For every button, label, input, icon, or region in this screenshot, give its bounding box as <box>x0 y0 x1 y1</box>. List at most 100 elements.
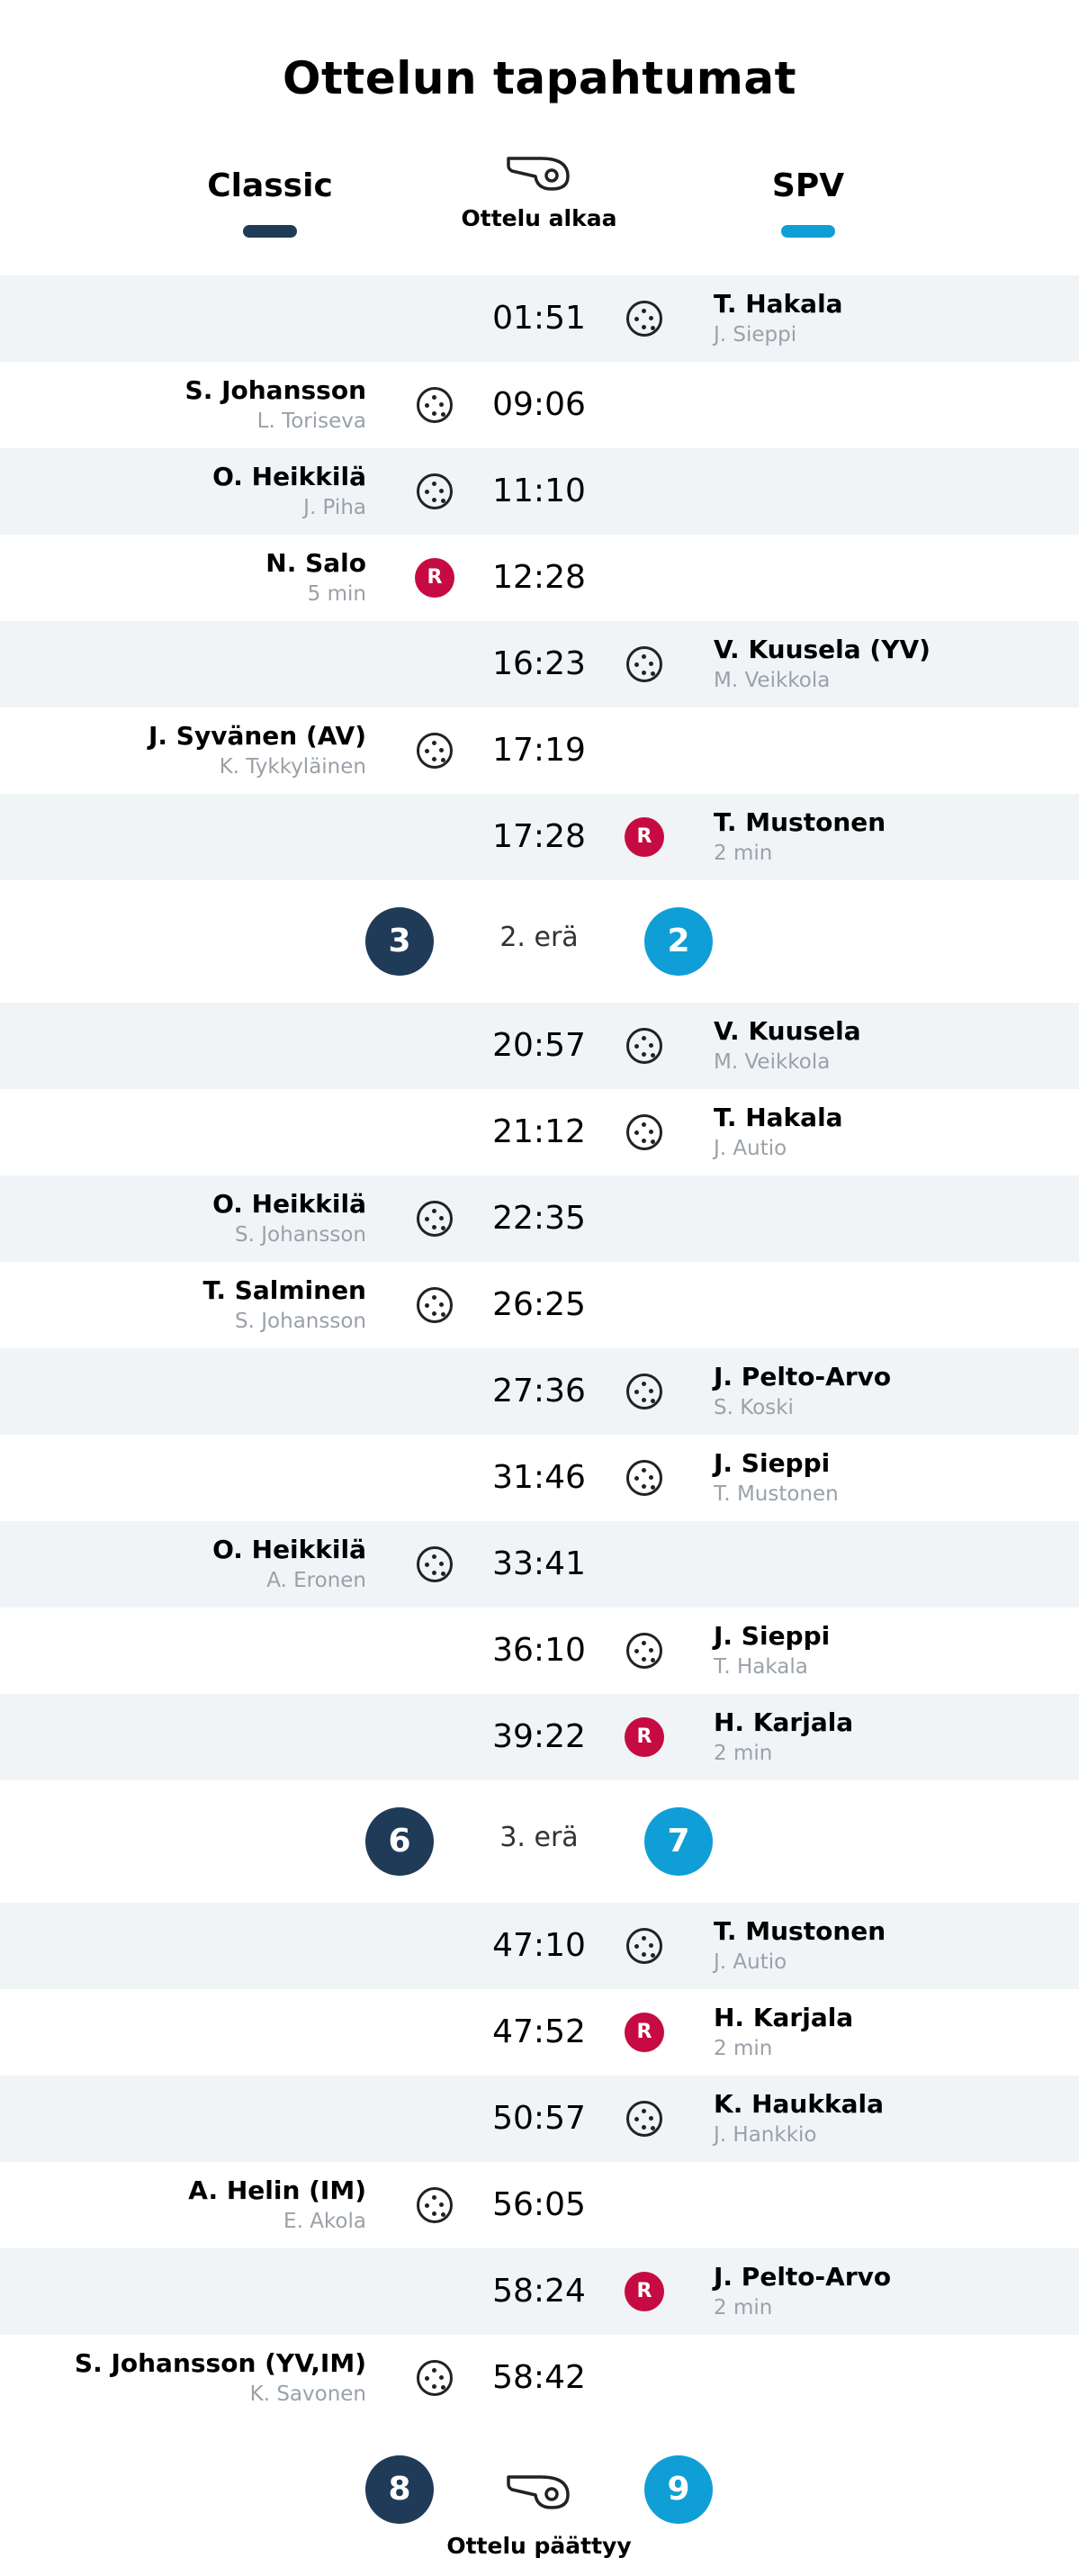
event-time: 20:57 <box>492 1027 586 1064</box>
event-detail: 2 min <box>714 2296 773 2319</box>
match-start-label: Ottelu alkaa <box>461 205 617 231</box>
event-row: S. Johansson L. Toriseva 09:06 <box>0 362 1079 448</box>
floorball-icon <box>417 1546 453 1582</box>
away-team-header: SPV <box>682 164 934 238</box>
event-player: T. Mustonen <box>714 807 886 837</box>
floorball-icon <box>417 1287 453 1323</box>
event-detail: J. Piha <box>303 496 366 519</box>
event-time: 27:36 <box>492 1373 586 1410</box>
event-row: H. Karjala 2 min R 47:52 <box>0 1989 1079 2076</box>
event-player: N. Salo <box>265 548 366 578</box>
event-time: 21:12 <box>492 1113 586 1150</box>
penalty-letter: R <box>625 817 664 857</box>
event-player: H. Karjala <box>714 2003 854 2032</box>
event-detail: J. Autio <box>714 1137 787 1160</box>
event-detail: S. Johansson <box>235 1310 366 1333</box>
event-time: 50:57 <box>492 2100 586 2137</box>
period-score-away: 2 <box>644 907 713 976</box>
away-team-color-bar <box>781 225 835 238</box>
floorball-icon <box>626 1460 662 1496</box>
event-detail: J. Sieppi <box>714 323 797 347</box>
event-time: 58:42 <box>492 2359 586 2396</box>
floorball-icon <box>626 1633 662 1669</box>
floorball-icon <box>417 387 453 423</box>
period-separator: 6 3. erä 7 <box>0 1780 1079 1903</box>
event-time: 56:05 <box>492 2186 586 2223</box>
floorball-icon <box>626 2101 662 2137</box>
event-detail: L. Toriseva <box>256 410 366 433</box>
event-row: J. Sieppi T. Hakala 36:10 <box>0 1608 1079 1694</box>
event-player: T. Hakala <box>714 1103 843 1132</box>
event-detail: T. Mustonen <box>714 1482 839 1506</box>
event-time: 33:41 <box>492 1545 586 1582</box>
event-time: 12:28 <box>492 559 586 596</box>
penalty-letter: R <box>415 558 454 598</box>
event-row: K. Haukkala J. Hankkio 50:57 <box>0 2076 1079 2162</box>
event-detail: 5 min <box>307 582 366 606</box>
event-time: 17:19 <box>492 732 586 769</box>
event-detail: T. Hakala <box>714 1655 808 1679</box>
penalty-letter: R <box>625 2272 664 2311</box>
event-player: A. Helin (IM) <box>188 2175 366 2205</box>
event-detail: 2 min <box>714 2037 773 2060</box>
period-label: 2. erä <box>499 922 579 953</box>
event-row: O. Heikkilä S. Johansson 22:35 <box>0 1175 1079 1262</box>
event-detail: S. Koski <box>714 1396 794 1419</box>
event-detail: K. Savonen <box>249 2382 366 2406</box>
event-detail: 2 min <box>714 1742 773 1765</box>
floorball-icon <box>626 1028 662 1064</box>
event-detail: M. Veikkola <box>714 669 831 692</box>
event-row: N. Salo 5 min R 12:28 <box>0 535 1079 621</box>
event-time: 36:10 <box>492 1632 586 1669</box>
event-time: 26:25 <box>492 1286 586 1323</box>
period-score-away: 7 <box>644 1807 713 1876</box>
event-time: 39:22 <box>492 1718 586 1755</box>
floorball-icon <box>417 2360 453 2396</box>
event-detail: A. Eronen <box>266 1569 366 1592</box>
event-player: O. Heikkilä <box>212 1189 366 1219</box>
penalty-icon: R <box>625 817 664 857</box>
penalty-icon: R <box>415 558 454 598</box>
event-player: T. Salminen <box>202 1275 366 1305</box>
event-detail: J. Autio <box>714 1950 787 1974</box>
event-player: H. Karjala <box>714 1707 854 1737</box>
match-start: Ottelu alkaa <box>404 151 674 231</box>
event-detail: E. Akola <box>283 2210 366 2233</box>
event-player: T. Hakala <box>714 289 843 319</box>
whistle-icon <box>507 157 570 191</box>
event-row: V. Kuusela M. Veikkola 20:57 <box>0 1003 1079 1089</box>
floorball-icon <box>626 646 662 682</box>
event-row: V. Kuusela (YV) M. Veikkola 16:23 <box>0 621 1079 707</box>
floorball-icon <box>626 1928 662 1964</box>
penalty-letter: R <box>625 2013 664 2052</box>
event-time: 16:23 <box>492 645 586 682</box>
event-player: J. Syvänen (AV) <box>148 721 366 751</box>
event-time: 58:24 <box>492 2273 586 2310</box>
match-end: 8 9 Ottelu päättyy <box>0 2455 1079 2576</box>
floorball-icon <box>417 2187 453 2223</box>
floorball-icon <box>417 733 453 769</box>
event-detail: 2 min <box>714 842 773 865</box>
event-row: J. Pelto-Arvo 2 min R 58:24 <box>0 2248 1079 2335</box>
event-row: J. Syvänen (AV) K. Tykkyläinen 17:19 <box>0 707 1079 794</box>
event-player: O. Heikkilä <box>212 1535 366 1564</box>
event-row: H. Karjala 2 min R 39:22 <box>0 1694 1079 1780</box>
period-label: 3. erä <box>499 1822 579 1853</box>
event-player: V. Kuusela (YV) <box>714 635 931 664</box>
event-row: T. Mustonen J. Autio 47:10 <box>0 1903 1079 1989</box>
event-time: 09:06 <box>492 386 586 423</box>
event-detail: S. Johansson <box>235 1223 366 1247</box>
event-detail: K. Tykkyläinen <box>219 755 366 779</box>
whistle-icon <box>507 2475 570 2509</box>
event-player: S. Johansson (YV,IM) <box>74 2348 366 2378</box>
event-player: J. Pelto-Arvo <box>714 2262 892 2292</box>
event-time: 11:10 <box>492 473 586 509</box>
final-score-home: 8 <box>365 2455 434 2524</box>
period-score-home: 6 <box>365 1807 434 1876</box>
event-row: T. Hakala J. Sieppi 01:51 <box>0 275 1079 362</box>
event-row: S. Johansson (YV,IM) K. Savonen 58:42 <box>0 2335 1079 2421</box>
page-title: Ottelun tapahtumat <box>283 52 796 104</box>
event-time: 01:51 <box>492 300 586 337</box>
home-team-header: Classic <box>144 164 396 238</box>
